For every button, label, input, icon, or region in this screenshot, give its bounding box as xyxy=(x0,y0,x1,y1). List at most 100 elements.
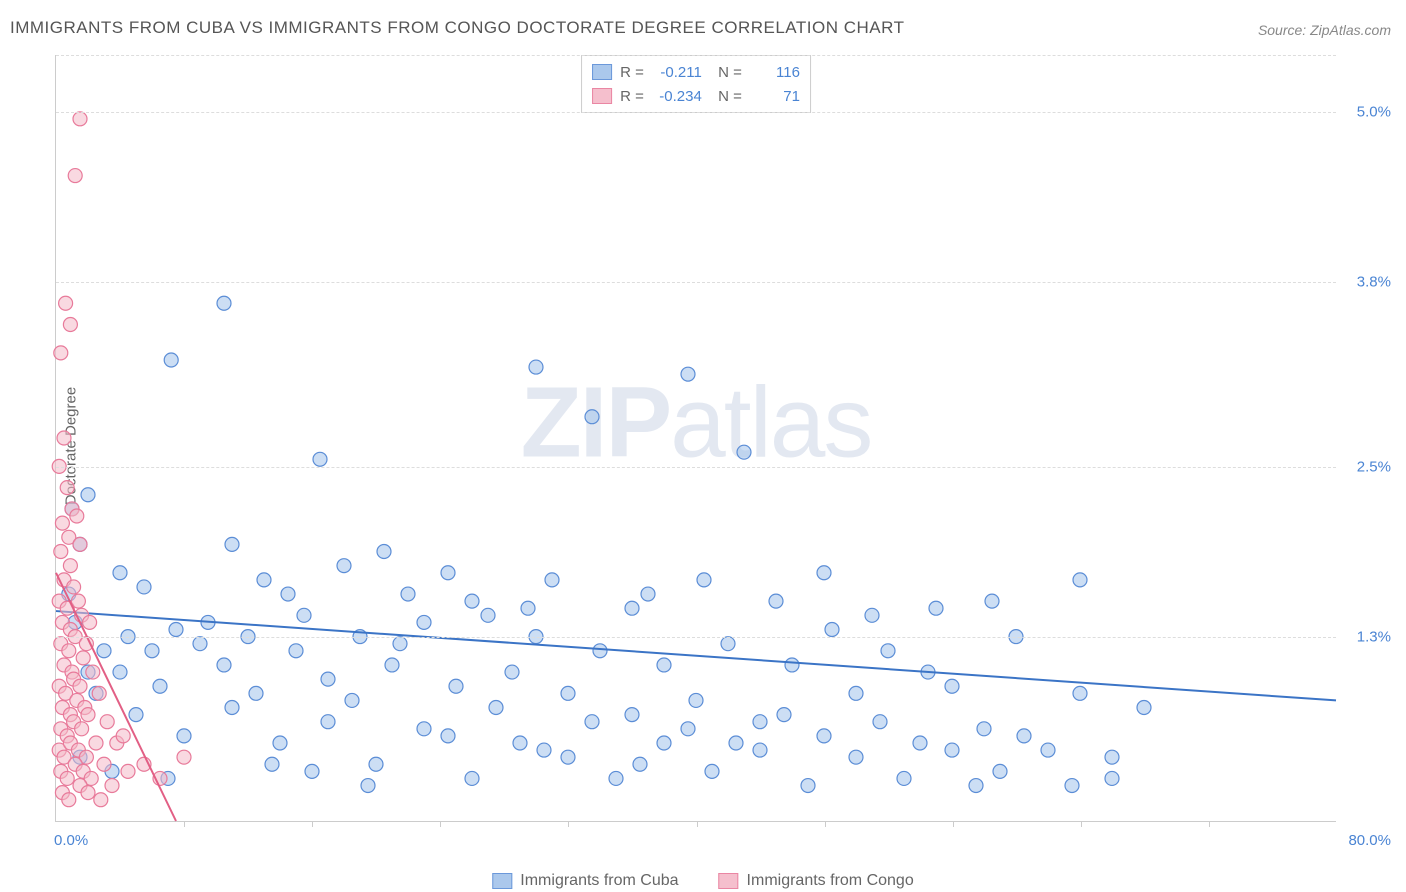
gridline xyxy=(56,637,1336,638)
legend-label: Immigrants from Congo xyxy=(747,872,914,890)
x-tick-mark xyxy=(440,821,441,827)
data-point xyxy=(70,509,84,523)
data-point xyxy=(681,367,695,381)
plot-area: ZIPatlas R = -0.211 N = 116 R = -0.234 N… xyxy=(55,55,1336,822)
data-point xyxy=(1041,743,1055,757)
gridline xyxy=(56,467,1336,468)
x-tick-mark xyxy=(184,821,185,827)
series-legend: Immigrants from Cuba Immigrants from Con… xyxy=(492,872,913,890)
data-point xyxy=(369,757,383,771)
data-point xyxy=(281,587,295,601)
x-tick-mark xyxy=(953,821,954,827)
data-point xyxy=(777,708,791,722)
data-point xyxy=(849,686,863,700)
data-point xyxy=(681,722,695,736)
data-point xyxy=(321,672,335,686)
data-point xyxy=(193,637,207,651)
data-point xyxy=(1137,701,1151,715)
data-point xyxy=(89,736,103,750)
data-point xyxy=(67,580,81,594)
data-point xyxy=(54,544,68,558)
data-point xyxy=(217,658,231,672)
data-point xyxy=(59,296,73,310)
data-point xyxy=(92,686,106,700)
x-tick-mark xyxy=(312,821,313,827)
data-point xyxy=(361,779,375,793)
data-point xyxy=(97,644,111,658)
data-point xyxy=(513,736,527,750)
data-point xyxy=(57,431,71,445)
data-point xyxy=(75,722,89,736)
data-point xyxy=(169,623,183,637)
data-point xyxy=(313,452,327,466)
data-point xyxy=(489,701,503,715)
data-point xyxy=(113,665,127,679)
y-tick-label: 5.0% xyxy=(1357,103,1391,120)
data-point xyxy=(257,573,271,587)
data-point xyxy=(769,594,783,608)
x-axis-min: 0.0% xyxy=(54,832,88,849)
data-point xyxy=(217,296,231,310)
scatter-svg xyxy=(56,55,1336,821)
data-point xyxy=(55,516,69,530)
data-point xyxy=(71,594,85,608)
x-tick-mark xyxy=(568,821,569,827)
data-point xyxy=(633,757,647,771)
y-tick-label: 3.8% xyxy=(1357,274,1391,291)
data-point xyxy=(137,580,151,594)
data-point xyxy=(465,594,479,608)
data-point xyxy=(985,594,999,608)
data-point xyxy=(145,644,159,658)
data-point xyxy=(60,481,74,495)
data-point xyxy=(63,559,77,573)
data-point xyxy=(73,679,87,693)
data-point xyxy=(100,715,114,729)
gridline xyxy=(56,112,1336,113)
data-point xyxy=(625,601,639,615)
data-point xyxy=(417,615,431,629)
data-point xyxy=(73,537,87,551)
data-point xyxy=(689,693,703,707)
data-point xyxy=(641,587,655,601)
data-point xyxy=(417,722,431,736)
data-point xyxy=(441,729,455,743)
data-point xyxy=(481,608,495,622)
data-point xyxy=(121,764,135,778)
data-point xyxy=(913,736,927,750)
data-point xyxy=(1065,779,1079,793)
data-point xyxy=(529,360,543,374)
x-tick-mark xyxy=(1081,821,1082,827)
data-point xyxy=(1017,729,1031,743)
data-point xyxy=(249,686,263,700)
data-point xyxy=(1105,771,1119,785)
data-point xyxy=(273,736,287,750)
data-point xyxy=(441,566,455,580)
data-point xyxy=(625,708,639,722)
data-point xyxy=(81,786,95,800)
data-point xyxy=(265,757,279,771)
data-point xyxy=(697,573,711,587)
data-point xyxy=(86,665,100,679)
data-point xyxy=(825,623,839,637)
data-point xyxy=(449,679,463,693)
data-point xyxy=(68,169,82,183)
data-point xyxy=(561,686,575,700)
data-point xyxy=(113,566,127,580)
data-point xyxy=(521,601,535,615)
data-point xyxy=(81,708,95,722)
data-point xyxy=(321,715,335,729)
data-point xyxy=(537,743,551,757)
legend-label: Immigrants from Cuba xyxy=(520,872,678,890)
swatch-cuba-icon xyxy=(492,873,512,889)
data-point xyxy=(94,793,108,807)
legend-item-cuba: Immigrants from Cuba xyxy=(492,872,678,890)
data-point xyxy=(63,318,77,332)
data-point xyxy=(945,679,959,693)
data-point xyxy=(721,637,735,651)
x-tick-mark xyxy=(1209,821,1210,827)
data-point xyxy=(297,608,311,622)
data-point xyxy=(657,658,671,672)
data-point xyxy=(929,601,943,615)
data-point xyxy=(1105,750,1119,764)
data-point xyxy=(1073,686,1087,700)
